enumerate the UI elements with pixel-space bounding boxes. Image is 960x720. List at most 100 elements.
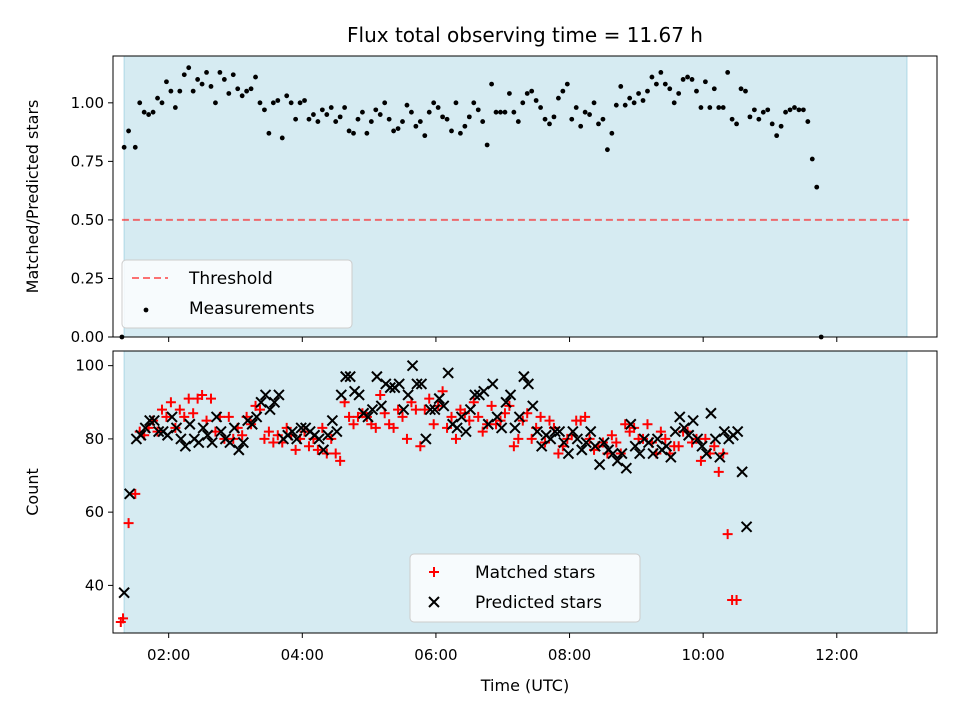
predicted-star-point <box>161 429 174 441</box>
predicted-star-point <box>495 422 508 434</box>
matched-star-point <box>442 422 453 433</box>
matched-star-point <box>553 448 564 459</box>
matched-star-point <box>156 404 167 415</box>
matched-star-point <box>348 419 359 430</box>
predicted-star-point <box>224 436 236 449</box>
predicted-star-point <box>402 389 414 401</box>
measurement-point <box>213 100 218 106</box>
measurement-point <box>141 109 147 115</box>
predicted-star-point <box>522 378 535 390</box>
predicted-star-point <box>714 451 726 463</box>
measurement-point <box>377 112 383 117</box>
measurement-point <box>319 107 325 113</box>
measurement-point <box>235 86 241 92</box>
bottom-y-tick-label: 60 <box>85 503 104 521</box>
measurement-point <box>226 91 232 96</box>
predicted-star-point <box>500 396 512 408</box>
measurement-point <box>694 88 699 94</box>
measurement-point <box>774 133 780 139</box>
predicted-star-point <box>696 440 708 452</box>
measurement-point <box>324 112 330 117</box>
predicted-star-point <box>206 436 218 449</box>
predicted-star-point <box>562 447 575 460</box>
measurement-point <box>769 121 775 127</box>
measurement-point <box>596 121 601 127</box>
measurement-point <box>458 130 463 136</box>
predicted-star-point <box>411 378 423 390</box>
measurement-point <box>244 88 250 94</box>
legend-matched-marker <box>429 567 439 577</box>
measurement-point <box>355 116 361 122</box>
predicted-star-point <box>509 422 521 434</box>
measurement-point <box>466 114 472 120</box>
matched-star-point <box>713 466 724 477</box>
matched-star-point <box>477 426 488 437</box>
measurement-point <box>792 105 797 110</box>
measurement-point <box>591 100 597 106</box>
measurement-point <box>542 116 548 122</box>
matched-star-point <box>486 400 497 411</box>
measurement-point <box>257 100 263 106</box>
measurement-point <box>386 116 392 122</box>
measurement-point <box>600 116 606 122</box>
x-tick-label: 02:00 <box>147 646 190 664</box>
measurement-point <box>444 116 450 122</box>
predicted-star-point <box>491 411 503 423</box>
measurement-point <box>547 121 552 127</box>
predicted-star-point <box>598 436 610 449</box>
measurement-point <box>346 128 352 134</box>
predicted-star-point <box>705 407 717 419</box>
predicted-star-point <box>740 521 753 533</box>
bottom-legend-box <box>409 553 641 623</box>
matched-star-point <box>205 393 216 404</box>
predicted-star-point <box>576 444 588 456</box>
measurement-point <box>729 116 735 122</box>
matched-star-point <box>179 411 190 422</box>
predicted-star-point <box>375 400 388 412</box>
predicted-star-point <box>625 418 637 430</box>
predicted-star-point <box>611 455 624 467</box>
matched-star-point <box>344 411 355 422</box>
matched-star-point <box>401 433 412 444</box>
matched-star-point <box>237 430 248 441</box>
predicted-star-point <box>718 425 731 438</box>
measurement-point <box>186 65 192 71</box>
predicted-star-point <box>651 433 664 445</box>
measurement-point <box>502 109 508 115</box>
measurement-point <box>253 74 258 80</box>
measurement-point <box>756 116 762 122</box>
measurement-point <box>422 133 428 139</box>
predicted-star-point <box>687 414 699 427</box>
predicted-star-point <box>118 587 130 599</box>
predicted-star-point <box>642 436 655 449</box>
measurement-point <box>413 123 419 129</box>
matched-star-point <box>290 444 301 455</box>
measurement-point <box>711 86 717 92</box>
predicted-star-point <box>736 466 748 478</box>
predicted-star-point <box>246 418 258 430</box>
measurement-point <box>783 109 788 115</box>
measurement-point <box>645 88 650 94</box>
matched-star-point <box>526 433 537 444</box>
measurement-point <box>351 130 356 136</box>
measurement-point <box>164 79 169 85</box>
predicted-star-point <box>584 425 597 438</box>
predicted-star-point <box>567 425 579 438</box>
legend-measurement-marker <box>143 307 149 313</box>
measurement-point <box>765 107 771 113</box>
measurement-point <box>805 119 811 124</box>
matched-star-point <box>709 441 720 452</box>
matched-star-point <box>731 595 742 606</box>
predicted-star-point <box>344 370 356 383</box>
predicted-star-point <box>210 411 223 423</box>
measurement-point <box>181 72 187 78</box>
predicted-star-point <box>487 378 499 390</box>
matched-star-point <box>223 411 234 422</box>
measurement-point <box>311 112 316 117</box>
measurement-point <box>172 105 178 110</box>
predicted-star-point <box>384 381 396 394</box>
legend-label: Predicted stars <box>475 593 602 613</box>
measurement-point <box>631 100 637 106</box>
measurement-point <box>649 74 655 80</box>
matched-star-point <box>370 422 381 433</box>
